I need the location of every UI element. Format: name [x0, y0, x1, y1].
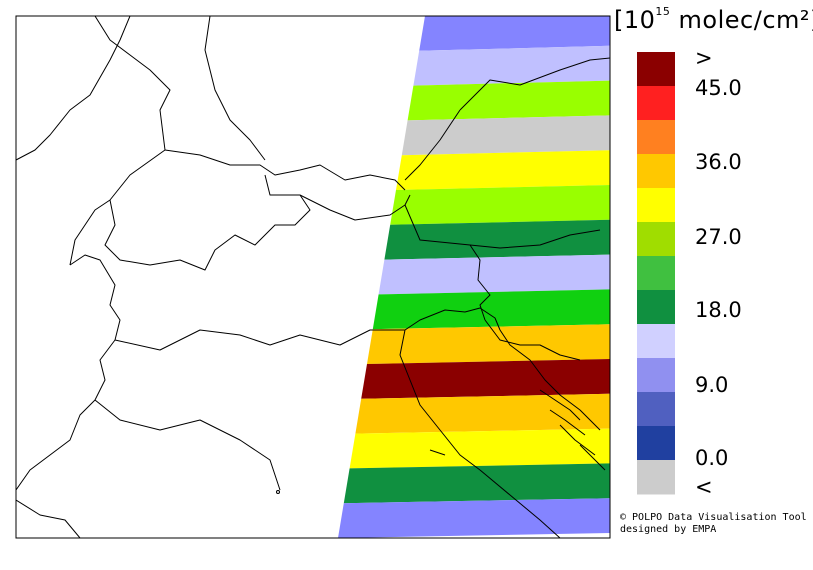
legend-label-0: 0.0 — [695, 446, 729, 470]
color-scale — [637, 52, 675, 495]
swath-band — [390, 185, 610, 225]
legend-label-27: 27.0 — [695, 225, 742, 249]
swath-band — [349, 428, 610, 469]
color-scale-box — [637, 358, 675, 393]
color-scale-box — [637, 324, 675, 359]
legend-label-less: < — [695, 475, 713, 499]
legend-label-9: 9.0 — [695, 373, 729, 397]
swath-band — [343, 463, 610, 504]
map-frame — [15, 15, 611, 539]
swath-band — [419, 16, 610, 51]
credit-line-2: designed by EMPA — [620, 524, 717, 535]
swath-band — [367, 324, 610, 364]
color-scale-box — [637, 188, 675, 223]
color-scale-box — [637, 120, 675, 155]
unit-label: [1015 molec/cm²] — [614, 5, 813, 34]
swath-band — [407, 80, 610, 121]
color-scale-box — [637, 290, 675, 325]
color-scale-box — [637, 222, 675, 257]
color-scale-box — [637, 256, 675, 291]
legend-label-45: 45.0 — [695, 76, 742, 100]
swath-band — [384, 219, 610, 260]
legend-label-18: 18.0 — [695, 298, 742, 322]
color-scale-box — [637, 154, 675, 189]
legend-label-36: 36.0 — [695, 150, 742, 174]
color-scale-box — [637, 426, 675, 461]
legend-label-greater: > — [695, 46, 713, 70]
credit-line-1: © POLPO Data Visualisation Tool — [620, 512, 807, 523]
swath-band — [401, 115, 610, 156]
color-scale-box — [637, 86, 675, 121]
color-scale-box — [637, 460, 675, 495]
country-borders — [16, 16, 610, 538]
swath-band — [372, 289, 610, 330]
swath-band — [378, 254, 610, 295]
swath-band — [355, 393, 610, 434]
swath-band — [396, 150, 610, 190]
color-scale-box — [637, 52, 675, 87]
color-scale-box — [637, 392, 675, 427]
swath-band — [413, 45, 610, 86]
swath-band — [338, 498, 610, 538]
swath-band — [361, 359, 610, 399]
